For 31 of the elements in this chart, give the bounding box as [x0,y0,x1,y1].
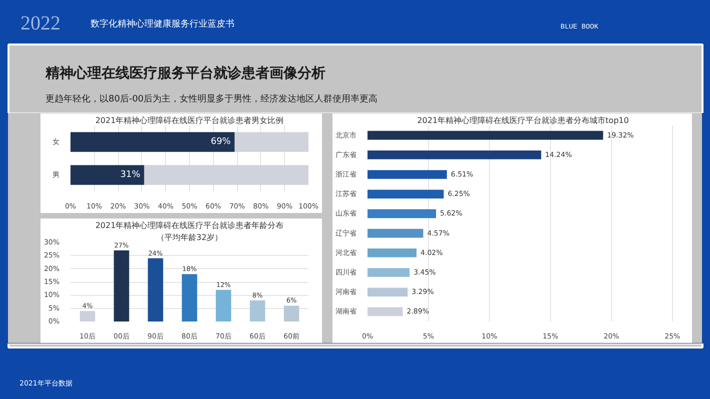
text: 数字化精神心理健康服务行业蓝皮书 [90,18,234,30]
bar [368,190,444,199]
text: 精神心理在线医疗服务平台就诊患者画像分析 [44,64,326,82]
bar [148,258,164,322]
chart-title: 2021年精神心理障碍在线医疗平台就诊患者男女比例 [95,116,284,125]
chart-subtitle: （平均年龄32岁） [156,233,223,242]
text: 更趋年轻化，以80后-00后为主，女性明显多于男性，经济发达地区人群使用率更高 [46,94,378,104]
bar [368,228,424,238]
bar [368,268,410,277]
bar [70,165,144,185]
chart-title: 2021年精神心理障碍在线医疗平台就诊患者年龄分布 [95,221,284,230]
bar [368,170,447,179]
bar [80,310,96,322]
bar [368,307,403,316]
bar [368,248,417,258]
bar [234,132,308,152]
bar [368,209,436,218]
bar [368,150,542,160]
bar [216,290,232,322]
data-label: 31% [120,170,141,180]
bar [250,300,266,322]
bar [368,130,604,140]
bar [368,288,408,297]
bar [284,306,300,322]
data-label: 69% [210,137,232,147]
bar [144,165,308,185]
text: 2022 [20,12,60,34]
bar [182,274,198,322]
bar [70,132,235,152]
bar [114,250,130,322]
chart-title: 2021年精神心理障碍在线医疗平台就诊患者分布城市top10 [417,116,629,125]
